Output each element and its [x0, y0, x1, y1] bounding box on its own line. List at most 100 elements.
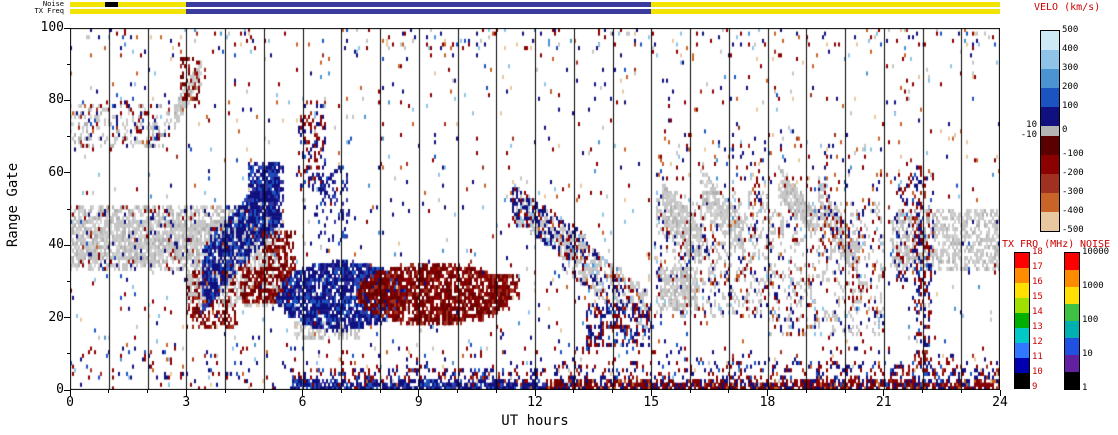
txfrq-colorbar-segment: [1015, 313, 1029, 328]
txfreq-status-bar-segment: [651, 9, 1000, 14]
noise-status-bar-segment: [186, 2, 652, 7]
x-axis-tick: [650, 390, 652, 396]
txfrq-scale-label: 16: [1032, 277, 1043, 287]
velocity-colorbar-segment: [1041, 155, 1059, 174]
velocity-scale-label: -300: [1062, 187, 1084, 197]
txfreq-status-bar: [70, 9, 1000, 14]
velocity-colorbar-segment: [1041, 126, 1059, 136]
velocity-colorbar-segment: [1041, 193, 1059, 212]
x-axis-tick: [340, 390, 342, 393]
txfreq-bar-label: TX Freq: [34, 7, 64, 15]
y-axis-tick: [64, 244, 70, 246]
x-axis-tick-label: 15: [643, 395, 660, 410]
txfrq-colorbar-segment: [1015, 343, 1029, 358]
txfrq-scale-label: 11: [1032, 352, 1043, 362]
x-axis-tick: [805, 390, 807, 393]
noise-colorbar: [1064, 252, 1080, 390]
noise-colorbar-segment: [1065, 304, 1079, 321]
x-axis-tick: [999, 390, 1001, 396]
txfrq-colorbar-segment: [1015, 283, 1029, 298]
noise-status-bar: [70, 2, 1000, 7]
velocity-colorbar-segment: [1041, 107, 1059, 126]
y-axis-tick: [67, 353, 70, 355]
y-axis-title: Range Gate: [5, 162, 21, 248]
velocity-scale-label: -400: [1062, 206, 1084, 216]
x-axis-tick-label: 12: [527, 395, 543, 410]
x-axis-tick: [69, 390, 71, 396]
txfreq-status-bar-segment: [186, 9, 652, 14]
velocity-legend-title: VELO (km/s): [1034, 2, 1101, 13]
noise-scale-label: 10: [1082, 349, 1093, 359]
noise-colorbar-segment: [1065, 253, 1079, 270]
x-axis-tick-label: 21: [875, 395, 892, 410]
y-axis-tick: [67, 208, 70, 210]
x-axis-tick-label: 24: [992, 395, 1008, 410]
y-axis-tick-label: 60: [48, 164, 64, 180]
y-axis-tick: [67, 280, 70, 282]
noise-status-bar-segment: [118, 2, 187, 7]
x-axis-title: UT hours: [501, 413, 569, 429]
y-axis-tick: [64, 99, 70, 101]
noise-status-bar-segment: [104, 2, 119, 7]
y-axis-tick: [64, 172, 70, 174]
velocity-scale-label: 200: [1062, 82, 1079, 92]
x-axis-tick: [534, 390, 536, 396]
x-axis-tick-label: 18: [759, 395, 776, 410]
x-axis-tick: [960, 390, 962, 393]
txfrq-scale-label: 12: [1032, 337, 1043, 347]
x-axis-tick: [495, 390, 497, 393]
velocity-scale-label: -100: [1062, 149, 1084, 159]
noise-scale-label: 100: [1082, 315, 1099, 325]
x-axis-tick: [883, 390, 885, 396]
x-axis-tick: [147, 390, 148, 393]
txfrq-scale-label: 13: [1032, 322, 1043, 332]
x-axis-tick: [767, 390, 768, 396]
noise-bar-label: Noise: [42, 0, 64, 8]
noise-colorbar-segment: [1065, 321, 1079, 338]
velocity-colorbar-segment: [1041, 31, 1059, 50]
noise-status-bar-segment: [651, 2, 1000, 7]
txfrq-colorbar-segment: [1015, 298, 1029, 313]
txfrq-scale-label: 17: [1032, 262, 1043, 272]
velocity-scale-label-left: -10: [1020, 130, 1037, 140]
txfrq-colorbar-segment: [1015, 358, 1029, 373]
x-axis-tick: [418, 390, 420, 396]
x-axis-tick: [728, 390, 730, 393]
x-axis-tick: [457, 390, 458, 393]
txfrq-scale-label: 9: [1032, 382, 1038, 392]
velocity-scale-label: 0: [1062, 125, 1068, 135]
velocity-scale-label: 100: [1062, 101, 1079, 111]
x-axis-tick-label: 3: [182, 395, 191, 410]
x-axis-tick-label: 9: [414, 395, 423, 410]
y-axis-tick: [64, 317, 70, 319]
velocity-colorbar: [1040, 30, 1060, 232]
y-axis-tick-label: 20: [48, 309, 64, 325]
velocity-colorbar-segment: [1041, 88, 1059, 107]
velocity-range-time-canvas: [70, 28, 1000, 390]
x-axis-tick: [108, 390, 110, 393]
txfrq-legend-title: TX FRQ (MHz): [1002, 239, 1075, 250]
y-axis-tick-label: 100: [40, 20, 64, 35]
txfrq-colorbar-segment: [1015, 328, 1029, 343]
txfrq-colorbar: [1014, 252, 1030, 389]
y-axis-tick-label: 0: [56, 382, 64, 397]
noise-scale-label: 1: [1082, 383, 1088, 393]
txfrq-colorbar-segment: [1015, 253, 1029, 268]
velocity-scale-label-left: 10: [1026, 120, 1037, 130]
x-axis-tick: [922, 390, 923, 393]
x-axis-tick: [573, 390, 575, 393]
x-axis-tick: [185, 390, 187, 396]
y-axis-tick: [64, 389, 70, 391]
x-axis-tick: [689, 390, 691, 393]
noise-colorbar-segment: [1065, 355, 1079, 372]
noise-colorbar-segment: [1065, 287, 1079, 304]
noise-scale-label: 1000: [1082, 281, 1104, 291]
x-axis-tick: [612, 390, 613, 393]
y-axis-tick: [67, 136, 70, 138]
x-axis-tick-label: 0: [66, 395, 74, 410]
txfrq-scale-label: 10: [1032, 367, 1043, 377]
velocity-colorbar-segment: [1041, 174, 1059, 193]
x-axis-tick: [302, 390, 303, 396]
y-axis-tick-label: 40: [48, 237, 64, 253]
txfrq-scale-label: 18: [1032, 247, 1043, 257]
